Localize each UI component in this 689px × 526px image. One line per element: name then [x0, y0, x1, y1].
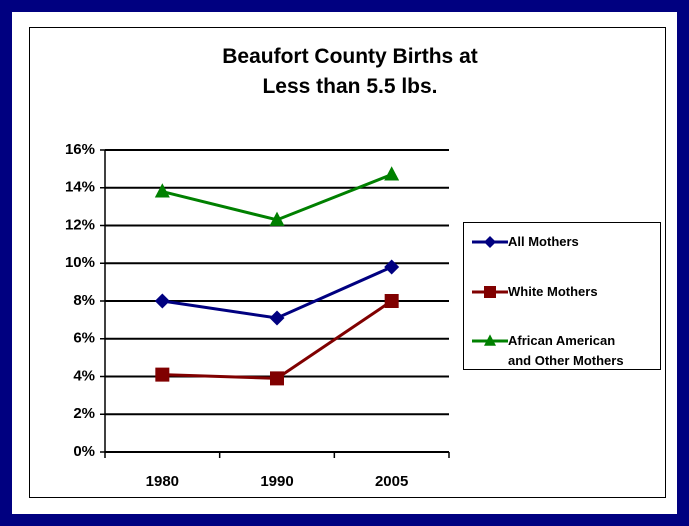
marker — [269, 211, 285, 226]
marker — [484, 334, 496, 346]
legend-label: African American and Other Mothers — [508, 333, 624, 368]
marker — [269, 310, 285, 326]
y-tick-label: 8% — [73, 292, 95, 309]
marker — [384, 166, 400, 181]
marker — [384, 294, 399, 308]
marker — [484, 286, 496, 298]
marker — [484, 236, 496, 248]
legend-key — [472, 286, 508, 298]
y-tick-label: 4% — [73, 367, 95, 384]
y-tick-label: 0% — [73, 443, 95, 460]
y-tick-label: 12% — [65, 216, 95, 233]
legend-label: White Mothers — [508, 284, 598, 299]
legend-key — [472, 334, 508, 346]
marker — [154, 293, 170, 309]
y-tick-label: 14% — [65, 179, 95, 196]
x-tick-label: 2005 — [375, 473, 408, 490]
marker — [155, 367, 170, 382]
y-tick-label: 6% — [73, 330, 95, 347]
legend-key — [472, 236, 508, 248]
chart-border — [29, 27, 666, 498]
y-tick-label: 16% — [65, 141, 95, 158]
chart-title: Beaufort County Births at Less than 5.5 … — [150, 42, 550, 102]
x-tick-label: 1990 — [260, 473, 293, 490]
marker — [270, 371, 284, 386]
marker — [154, 183, 170, 198]
marker — [384, 259, 400, 275]
legend-label: All Mothers — [508, 234, 579, 249]
y-tick-label: 2% — [73, 405, 95, 422]
legend: All Mothers White Mothers African American… — [463, 222, 661, 370]
title-line: Beaufort County Births at — [222, 45, 478, 68]
y-tick-label: 10% — [65, 254, 95, 271]
title-line: Less than 5.5 lbs. — [262, 75, 438, 98]
x-tick-label: 1980 — [146, 473, 179, 490]
